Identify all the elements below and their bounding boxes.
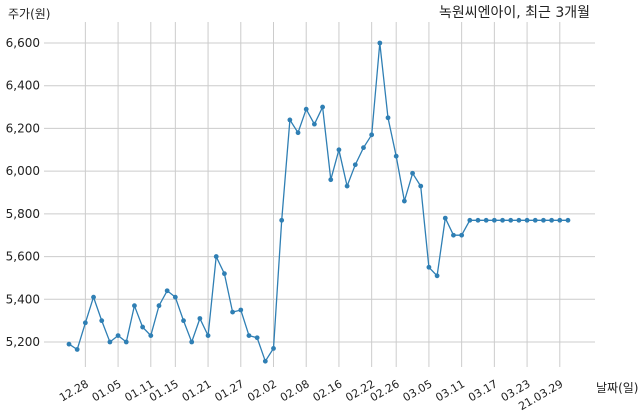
price-point: [393, 153, 399, 159]
y-tick-label: 6,600: [6, 36, 40, 50]
price-point: [132, 303, 137, 309]
price-point: [532, 217, 538, 223]
price-point: [483, 217, 489, 223]
price-point: [123, 339, 129, 345]
price-point: [410, 170, 415, 176]
price-point: [91, 294, 96, 300]
y-tick-label: 6,000: [6, 164, 40, 178]
price-point: [279, 217, 285, 223]
price-point: [467, 217, 473, 223]
price-point: [516, 217, 522, 223]
x-axis-label: 날짜(일): [596, 381, 638, 395]
price-point: [238, 307, 244, 313]
price-point: [557, 217, 563, 223]
x-tick-label: 12.28: [57, 377, 91, 404]
price-points: [66, 40, 571, 364]
price-point: [491, 217, 497, 223]
x-tick-label: 02.16: [311, 377, 345, 404]
y-tick-label: 6,400: [6, 79, 40, 93]
price-point: [271, 346, 276, 351]
x-tick-label: 01.27: [213, 377, 247, 404]
price-point: [500, 217, 505, 223]
price-point: [222, 271, 227, 277]
price-point: [287, 117, 293, 123]
x-tick-label: 03.05: [401, 377, 435, 404]
price-point: [99, 318, 105, 324]
y-tick-label: 6,200: [6, 121, 40, 135]
price-point: [246, 333, 252, 338]
price-point: [369, 132, 375, 138]
price-line: [68, 42, 568, 363]
price-point: [197, 316, 203, 321]
price-point: [451, 232, 456, 238]
price-point: [74, 347, 80, 352]
price-point: [344, 183, 350, 189]
x-tick-label: 03.11: [433, 377, 467, 404]
price-point: [295, 130, 301, 136]
y-tick-label: 5,200: [6, 335, 40, 349]
price-point: [549, 217, 555, 223]
price-point: [377, 40, 383, 46]
price-point: [565, 217, 571, 223]
y-tick-label: 5,600: [6, 250, 40, 264]
y-tick-label: 5,400: [6, 292, 40, 306]
x-axis-ticks: 12.2801.0501.1101.1501.2101.2702.0202.08…: [57, 377, 565, 413]
price-point: [442, 215, 448, 221]
price-point: [254, 335, 260, 341]
price-point: [459, 232, 465, 238]
x-tick-label: 02.02: [245, 377, 279, 404]
price-point: [140, 324, 146, 330]
price-point: [401, 198, 407, 204]
price-point: [312, 121, 317, 127]
price-point: [328, 177, 334, 183]
price-point: [156, 303, 162, 309]
x-tick-label: 02.08: [278, 377, 312, 404]
price-point: [361, 145, 366, 151]
price-point: [189, 339, 195, 345]
price-point: [541, 217, 546, 223]
price-point: [213, 254, 219, 259]
price-point: [262, 358, 268, 364]
price-point: [352, 162, 358, 168]
x-tick-label: 01.05: [90, 377, 124, 404]
price-point: [66, 341, 72, 347]
y-axis-ticks: 5,200 5,400 5,600 5,800 6,000 6,200 6,400 6,600: [6, 36, 40, 349]
x-tick-label: 01.21: [180, 377, 214, 404]
price-point: [336, 147, 342, 153]
price-point: [508, 217, 514, 223]
price-point: [115, 333, 121, 338]
price-point: [524, 217, 530, 223]
gridlines: [44, 22, 595, 367]
price-point: [303, 106, 309, 112]
price-point: [148, 333, 154, 338]
price-point: [82, 320, 88, 326]
price-point: [320, 104, 325, 110]
price-point: [434, 273, 440, 279]
price-point: [385, 115, 391, 121]
price-point: [475, 217, 481, 223]
price-point: [418, 183, 424, 189]
y-axis-label: 주가(원): [8, 7, 50, 21]
y-tick-label: 5,800: [6, 207, 40, 221]
price-point: [205, 333, 211, 338]
price-point: [181, 318, 186, 324]
price-point: [172, 294, 178, 300]
price-point: [426, 264, 432, 270]
price-point: [230, 309, 236, 315]
x-tick-label: 03.17: [466, 377, 500, 404]
price-point: [164, 288, 170, 294]
chart-title: 녹원씨엔아이, 최근 3개월: [439, 5, 590, 21]
price-point: [107, 339, 113, 345]
